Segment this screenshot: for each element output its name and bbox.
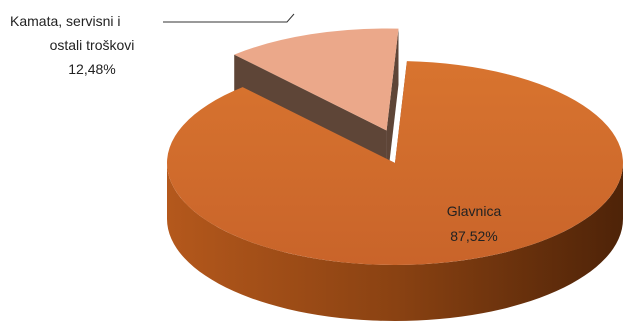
slice-value-glavnica: 87,52% xyxy=(450,228,497,244)
slice-glavnica xyxy=(166,61,623,265)
slice-label-kamata-line-2: ostali troškovi xyxy=(50,37,135,53)
leader-line-kamata xyxy=(163,13,295,23)
slice-tops xyxy=(166,28,623,265)
slice-wall-kamata-1 xyxy=(386,28,399,187)
slice-side-glavnica xyxy=(167,163,623,321)
slice-label-kamata-line-1: Kamata, servisni i xyxy=(10,13,120,29)
slice-kamata xyxy=(234,28,399,131)
slice-label-glavnica: Glavnica xyxy=(447,203,502,219)
slice-value-kamata: 12,48% xyxy=(68,61,115,77)
